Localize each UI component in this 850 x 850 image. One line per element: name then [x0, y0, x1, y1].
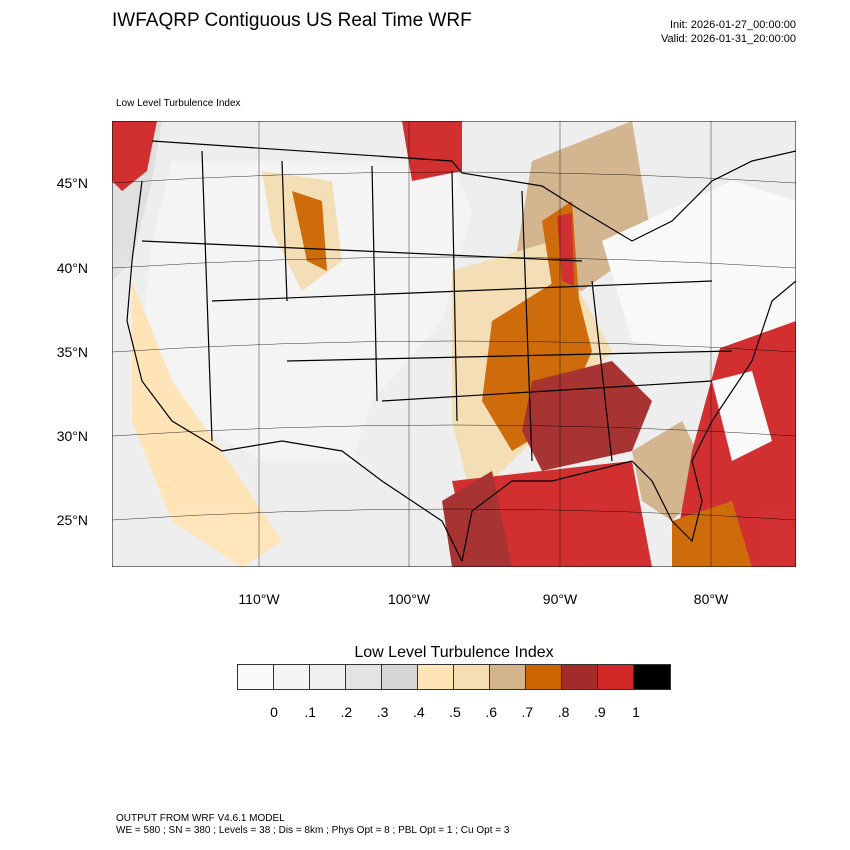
- colorbar-label: .6: [485, 704, 498, 720]
- colorbar-label: .7: [521, 704, 534, 720]
- colorbar-box: [418, 665, 454, 689]
- colorbar-label: .4: [412, 704, 425, 720]
- lat-label: 30°N: [56, 428, 88, 444]
- colorbar-box: [562, 665, 598, 689]
- init-time: Init: 2026-01-27_00:00:00: [670, 19, 796, 31]
- lat-label: 45°N: [56, 175, 88, 191]
- colorbar-label: 1: [632, 704, 640, 720]
- lon-label: 90°W: [542, 591, 578, 607]
- field-shading: [112, 121, 796, 567]
- colorbar-box: [238, 665, 274, 689]
- colorbar-box: [382, 665, 418, 689]
- colorbar-label: 0: [270, 704, 278, 720]
- lat-label: 25°N: [56, 512, 88, 528]
- lat-label: 40°N: [56, 260, 88, 276]
- colorbar-label: .1: [304, 704, 317, 720]
- lon-label: 80°W: [693, 591, 729, 607]
- colorbar-box: [634, 665, 670, 689]
- colorbar-box: [526, 665, 562, 689]
- colorbar-box: [454, 665, 490, 689]
- valid-time: Valid: 2026-01-31_20:00:00: [661, 33, 796, 45]
- footer-config: WE = 580 ; SN = 380 ; Levels = 38 ; Dis …: [116, 825, 510, 836]
- graticule: [112, 121, 796, 567]
- colorbar-label: .3: [376, 704, 389, 720]
- colorbar: [237, 664, 671, 690]
- footer-model: OUTPUT FROM WRF V4.6.1 MODEL: [116, 813, 285, 824]
- turbulence-map: [112, 121, 796, 567]
- colorbar-label: .9: [593, 704, 606, 720]
- colorbar-label: .2: [340, 704, 353, 720]
- political-boundaries: [126, 140, 796, 562]
- colorbar-box: [310, 665, 346, 689]
- colorbar-box: [490, 665, 526, 689]
- map-subtitle: Low Level Turbulence Index: [116, 98, 241, 109]
- plot-title: IWFAQRP Contiguous US Real Time WRF: [112, 10, 472, 31]
- colorbar-title: Low Level Turbulence Index: [354, 644, 554, 661]
- colorbar-label: .5: [449, 704, 461, 720]
- colorbar-box: [346, 665, 382, 689]
- colorbar-box: [274, 665, 310, 689]
- lon-label: 100°W: [387, 591, 431, 607]
- lon-label: 110°W: [238, 591, 280, 607]
- lat-label: 35°N: [56, 344, 88, 360]
- colorbar-label: .8: [557, 704, 570, 720]
- colorbar-box: [598, 665, 634, 689]
